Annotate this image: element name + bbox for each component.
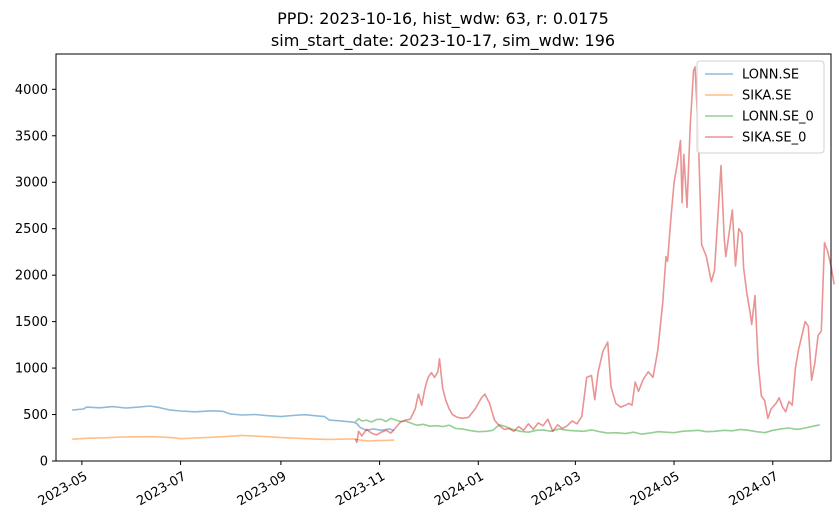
series-line-sika-se-0: [354, 66, 835, 444]
y-tick-label: 2500: [15, 222, 48, 237]
y-tick-label: 3500: [15, 129, 48, 144]
series-line-lonn-se: [72, 405, 395, 432]
series-line-sika-se: [72, 434, 395, 442]
legend-label: SIKA.SE_0: [742, 131, 806, 146]
chart-title-line-2: sim_start_date: 2023-10-17, sim_wdw: 196: [271, 31, 615, 51]
y-tick-label: 500: [23, 408, 48, 423]
y-axis: 0 500 1000 1500 2000 2500 3000 3500 4000: [15, 83, 56, 470]
legend-label: LONN.SE: [742, 68, 799, 83]
y-tick-label: 3000: [15, 176, 48, 191]
legend-label: SIKA.SE: [742, 89, 792, 104]
plot-frame: [55, 53, 832, 462]
legend-label: LONN.SE_0: [742, 110, 814, 125]
y-tick-label: 1500: [15, 315, 48, 330]
chart-title-line-1: PPD: 2023-10-16, hist_wdw: 63, r: 0.0175: [277, 9, 609, 29]
y-tick-label: 2000: [15, 269, 48, 284]
legend-box: [696, 60, 825, 154]
y-tick-label: 1000: [15, 362, 48, 377]
y-tick-label: 4000: [15, 83, 48, 98]
y-tick-label: 0: [40, 455, 48, 470]
legend: LONN.SE SIKA.SE LONN.SE_0 SIKA.SE_0: [696, 60, 825, 154]
series-layer: [72, 66, 835, 444]
